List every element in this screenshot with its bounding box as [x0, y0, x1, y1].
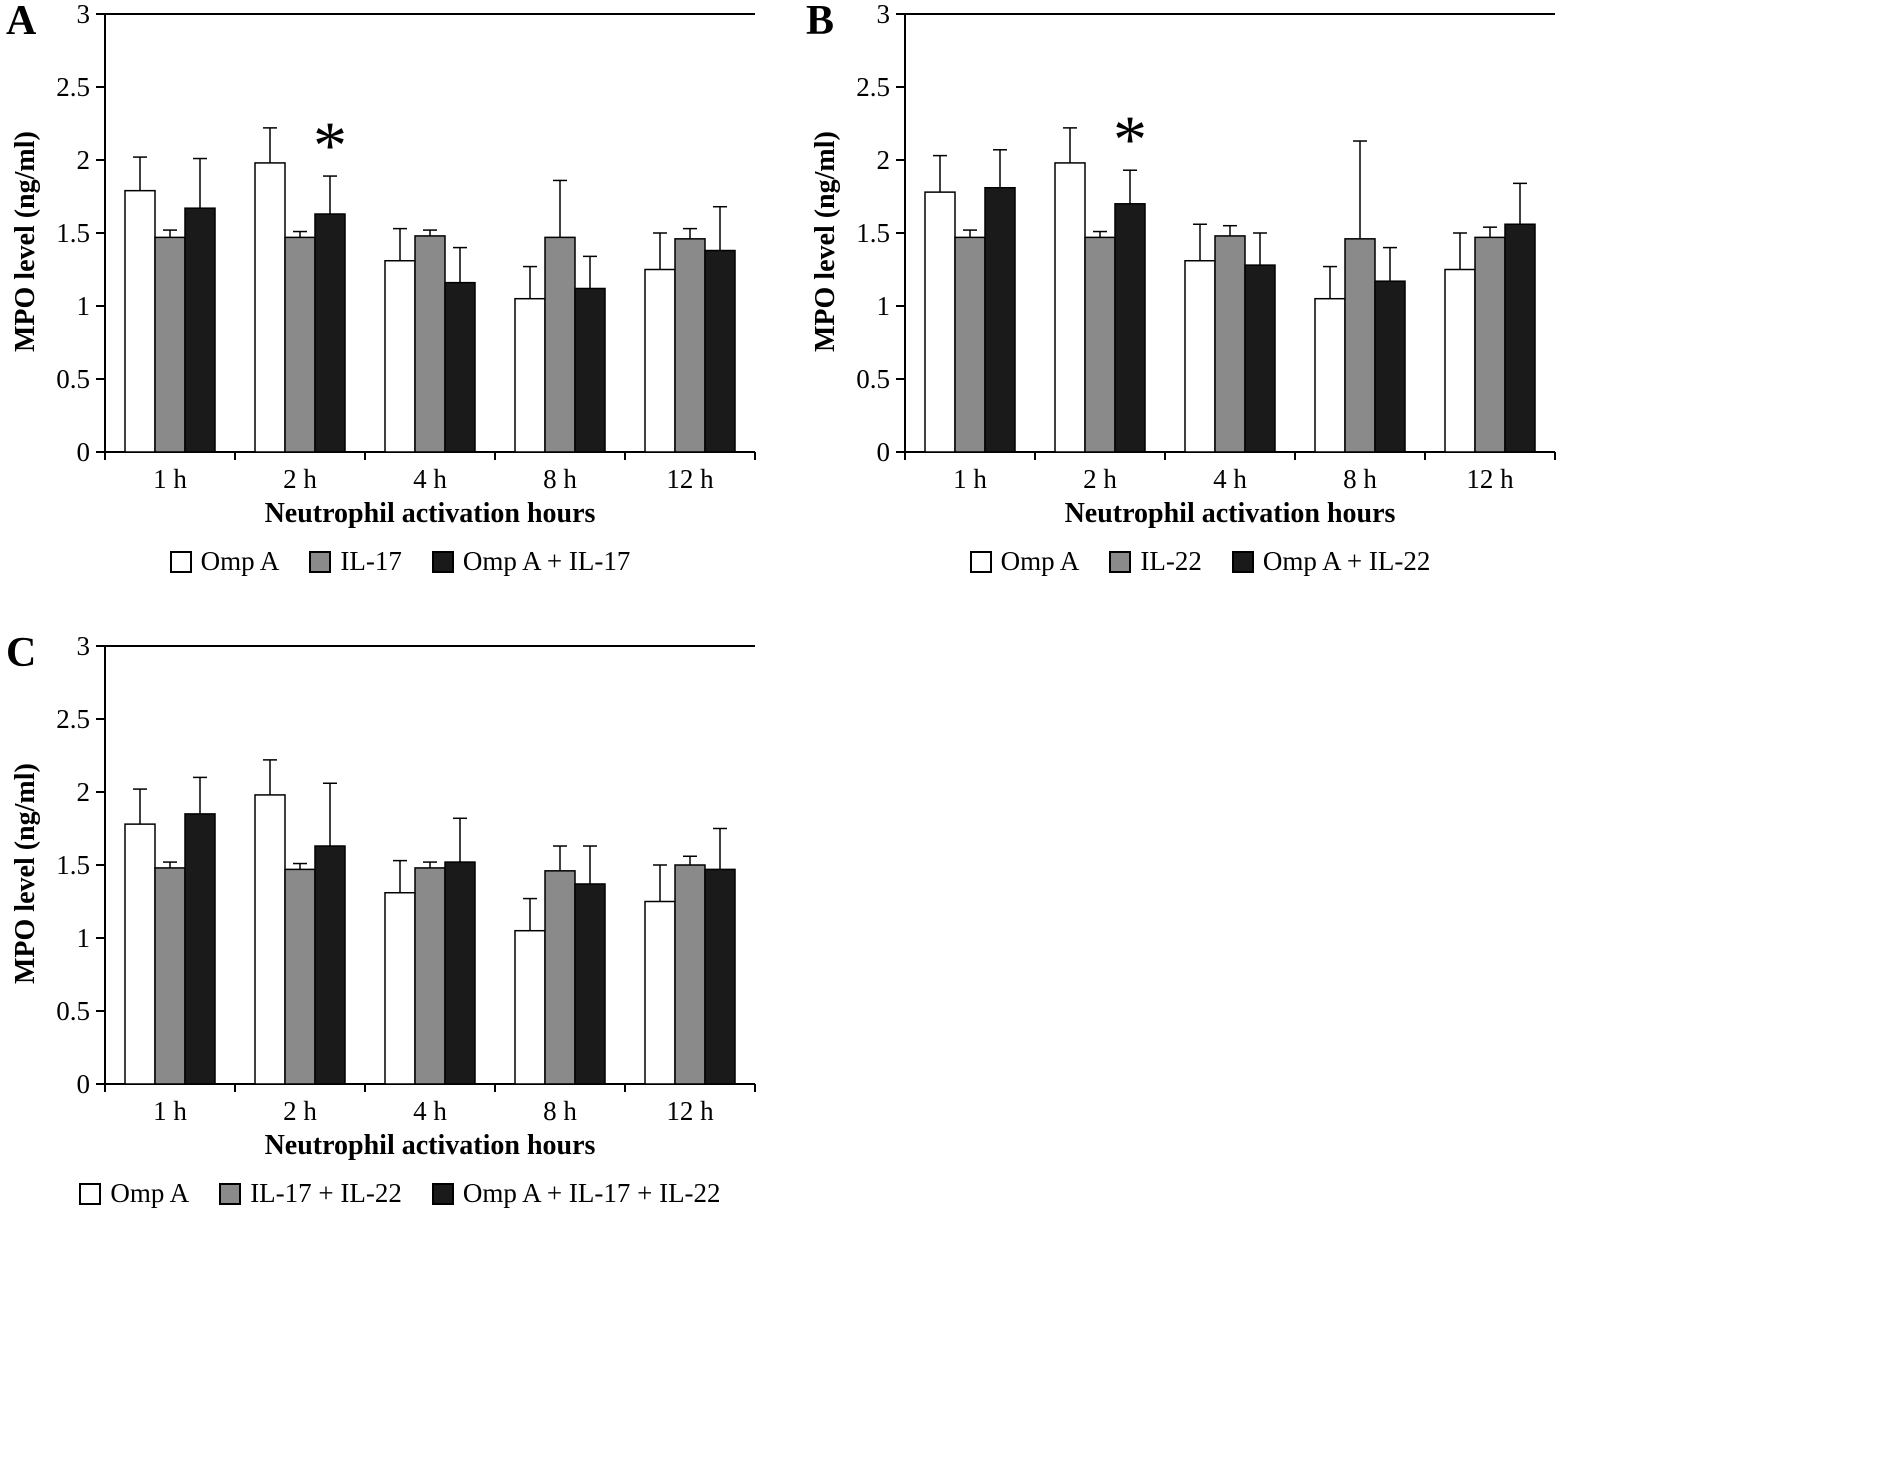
bar-chart-a: 0 0.5 1 1.5 2 2.5 3 1 h 2 h 4 h 8 h 12 h *	[56, 0, 756, 492]
svg-text:1: 1	[877, 291, 891, 321]
svg-text:0: 0	[877, 437, 891, 467]
legend-swatch	[1109, 550, 1132, 573]
bar-chart-b: 0 0.5 1 1.5 2 2.5 3 1 h 2 h 4 h 8 h 12 h *	[856, 0, 1556, 492]
svg-text:0.5: 0.5	[56, 996, 90, 1026]
legend: Omp A IL-22 Omp A + IL-22	[845, 546, 1555, 577]
legend-swatch	[169, 550, 192, 573]
legend-label: IL-17	[340, 546, 402, 576]
legend-item: Omp A + IL-17 + IL-22	[431, 1178, 721, 1209]
svg-text:0: 0	[77, 437, 91, 467]
legend-label: Omp A + IL-22	[1262, 546, 1431, 576]
svg-text:1 h: 1 h	[153, 464, 187, 492]
panel-letter-c: C	[6, 630, 37, 676]
svg-text:1 h: 1 h	[153, 1096, 187, 1124]
x-axis-label: Neutrophil activation hours	[264, 498, 596, 529]
svg-text:2.5: 2.5	[56, 72, 90, 102]
legend-swatch	[79, 1182, 102, 1205]
svg-text:1: 1	[77, 291, 91, 321]
svg-text:3: 3	[77, 0, 91, 29]
svg-text:2: 2	[77, 777, 91, 807]
legend-swatch	[219, 1182, 242, 1205]
legend-swatch	[431, 550, 454, 573]
legend-swatch	[309, 550, 332, 573]
svg-text:8 h: 8 h	[543, 1096, 577, 1124]
legend-item: IL-17 + IL-22	[219, 1178, 402, 1209]
svg-text:8 h: 8 h	[1343, 464, 1377, 492]
panel-letter-a: A	[6, 0, 37, 44]
svg-text:2: 2	[77, 145, 91, 175]
legend-swatch	[431, 1182, 454, 1205]
legend-item: Omp A	[79, 1178, 189, 1209]
svg-text:*: *	[313, 107, 347, 183]
svg-text:3: 3	[77, 632, 91, 661]
legend-item: IL-22	[1109, 546, 1202, 577]
svg-text:*: *	[1113, 101, 1147, 177]
svg-text:4 h: 4 h	[413, 1096, 447, 1124]
svg-text:1 h: 1 h	[953, 464, 987, 492]
svg-text:4 h: 4 h	[413, 464, 447, 492]
svg-text:2 h: 2 h	[1083, 464, 1117, 492]
svg-text:0.5: 0.5	[56, 364, 90, 394]
legend-label: IL-17 + IL-22	[250, 1178, 402, 1208]
legend-item: Omp A + IL-17	[431, 546, 631, 577]
legend-label: Omp A	[1000, 546, 1080, 576]
legend-swatch	[969, 550, 992, 573]
svg-text:4 h: 4 h	[1213, 464, 1247, 492]
legend-label: Omp A + IL-17	[462, 546, 631, 576]
legend-swatch	[1231, 550, 1254, 573]
legend-item: Omp A	[969, 546, 1080, 577]
svg-text:2 h: 2 h	[283, 464, 317, 492]
svg-text:2 h: 2 h	[283, 1096, 317, 1124]
legend-item: IL-17	[309, 546, 402, 577]
svg-text:12 h: 12 h	[666, 1096, 714, 1124]
svg-text:2.5: 2.5	[56, 704, 90, 734]
legend-label: Omp A	[200, 546, 280, 576]
svg-text:0.5: 0.5	[856, 364, 890, 394]
svg-text:1: 1	[77, 923, 91, 953]
svg-text:12 h: 12 h	[666, 464, 714, 492]
svg-text:0: 0	[77, 1069, 91, 1099]
legend: Omp A IL-17 + IL-22 Omp A + IL-17 + IL-22	[45, 1178, 755, 1209]
legend-label: IL-22	[1140, 546, 1202, 576]
legend-label: Omp A	[110, 1178, 190, 1208]
svg-text:1.5: 1.5	[856, 218, 890, 248]
legend-item: Omp A	[169, 546, 280, 577]
svg-text:12 h: 12 h	[1466, 464, 1514, 492]
x-axis-label: Neutrophil activation hours	[1064, 498, 1396, 529]
svg-text:2: 2	[877, 145, 891, 175]
x-axis-label: Neutrophil activation hours	[264, 1130, 596, 1161]
svg-text:3: 3	[877, 0, 891, 29]
legend: Omp A IL-17 Omp A + IL-17	[45, 546, 755, 577]
svg-text:8 h: 8 h	[543, 464, 577, 492]
svg-text:1.5: 1.5	[56, 850, 90, 880]
bar-chart-c: 0 0.5 1 1.5 2 2.5 3 1 h 2 h 4 h 8 h 12 h	[56, 632, 756, 1124]
svg-text:2.5: 2.5	[856, 72, 890, 102]
panel-letter-b: B	[806, 0, 835, 44]
legend-item: Omp A + IL-22	[1231, 546, 1431, 577]
svg-text:1.5: 1.5	[56, 218, 90, 248]
legend-label: Omp A + IL-17 + IL-22	[462, 1178, 721, 1208]
